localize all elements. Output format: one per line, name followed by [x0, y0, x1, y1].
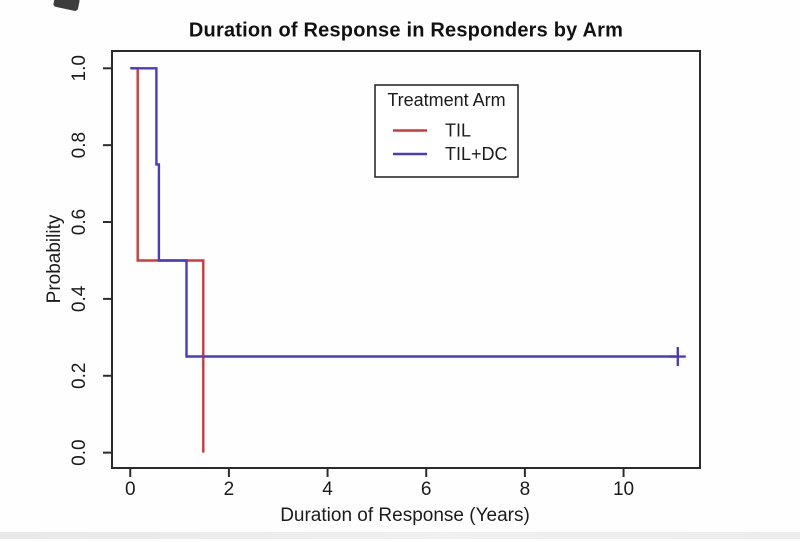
series-line-til-dc	[130, 67, 678, 358]
x-tick-label: 8	[520, 479, 531, 500]
x-axis-label: Duration of Response (Years)	[280, 505, 530, 526]
screen-artifact-bottom	[0, 532, 800, 539]
chart-title: Duration of Response in Responders by Ar…	[188, 19, 624, 42]
y-tick-label: 1.0	[69, 55, 90, 81]
legend-entry-label: TIL+DC	[445, 144, 508, 164]
x-tick-label: 10	[613, 479, 634, 500]
legend-title: Treatment Arm	[387, 90, 505, 110]
x-tick-label: 4	[322, 479, 333, 500]
y-axis-label: Probability	[44, 214, 65, 304]
x-tick-label: 0	[125, 479, 136, 500]
legend-entry-label: TIL	[445, 121, 471, 141]
plot-border	[111, 50, 701, 469]
y-tick-label: 0.8	[69, 132, 90, 158]
y-tick-label: 0.2	[69, 363, 90, 389]
x-tick-label: 6	[421, 479, 432, 500]
y-tick-label: 0.0	[69, 439, 90, 465]
x-tick-label: 2	[224, 479, 235, 500]
y-tick-label: 0.4	[69, 285, 90, 312]
y-tick-label: 0.6	[69, 209, 90, 235]
